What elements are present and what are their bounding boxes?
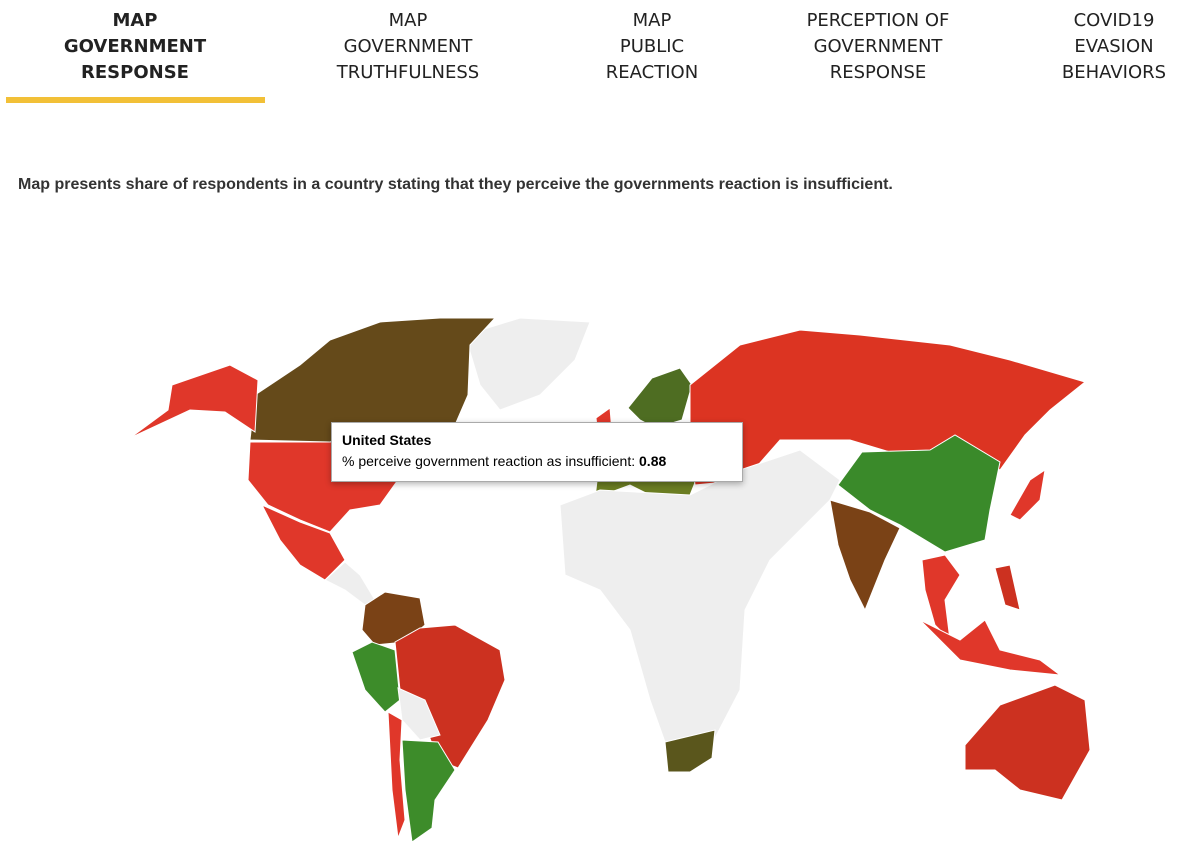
tab-label: MAP xyxy=(112,10,158,31)
tab[interactable]: COVID19 EVASION BEHAVIORS xyxy=(994,8,1200,86)
scandinavia[interactable] xyxy=(627,367,693,429)
tab[interactable]: MAP GOVERNMENT RESPONSE xyxy=(15,8,255,86)
bolivia-paraguay[interactable] xyxy=(397,687,441,741)
china[interactable] xyxy=(837,434,1001,553)
tab-label: GOVERNMENT xyxy=(63,36,207,57)
tooltip-row: % perceive government reaction as insuff… xyxy=(342,453,732,469)
tab-label: BEHAVIORS xyxy=(1061,62,1167,83)
peru[interactable] xyxy=(351,641,401,713)
tab-label: GOVERNMENT xyxy=(813,36,943,57)
tab-label: TRUTHFULNESS xyxy=(336,62,480,83)
philippines[interactable] xyxy=(994,564,1021,611)
india[interactable] xyxy=(829,499,901,612)
tab-label: COVID19 xyxy=(1073,10,1155,31)
tab[interactable]: PERCEPTION OF GOVERNMENT RESPONSE xyxy=(758,8,998,86)
tab-label: RESPONSE xyxy=(81,62,189,83)
mexico[interactable] xyxy=(260,503,346,581)
tab[interactable]: MAP PUBLIC REACTION xyxy=(532,8,772,86)
south-africa[interactable] xyxy=(664,729,716,773)
greenland[interactable] xyxy=(464,317,591,411)
tab-label: PUBLIC xyxy=(619,36,685,57)
tab-label: MAP xyxy=(632,10,672,31)
tooltip-label: % perceive government reaction as insuff… xyxy=(342,453,636,469)
tab-label: GOVERNMENT xyxy=(343,36,473,57)
australia[interactable] xyxy=(964,684,1091,801)
tab-label: PERCEPTION OF xyxy=(806,10,950,31)
tab-label: RESPONSE xyxy=(829,62,927,83)
africa-middle-east[interactable] xyxy=(559,449,841,743)
tooltip-value: 0.88 xyxy=(639,453,667,469)
tooltip-country: United States xyxy=(342,432,432,448)
japan[interactable] xyxy=(1009,468,1046,521)
active-tab-indicator xyxy=(6,97,265,103)
description: Map presents share of respondents in a c… xyxy=(18,176,893,193)
chile[interactable] xyxy=(387,711,406,839)
tab-label: REACTION xyxy=(605,62,699,83)
indonesia[interactable] xyxy=(919,619,1062,676)
tab-bar: MAP GOVERNMENT RESPONSE MAP GOVERNMENT TRUTHF… xyxy=(0,8,1200,108)
tab-label: MAP xyxy=(388,10,428,31)
tab[interactable]: MAP GOVERNMENT TRUTHFULNESS xyxy=(288,8,528,86)
tooltip: United States % perceive government reac… xyxy=(331,422,743,482)
alaska[interactable] xyxy=(129,364,259,439)
tab-label: EVASION xyxy=(1074,36,1154,57)
argentina[interactable] xyxy=(401,739,456,843)
southeast-asia[interactable] xyxy=(921,554,961,642)
